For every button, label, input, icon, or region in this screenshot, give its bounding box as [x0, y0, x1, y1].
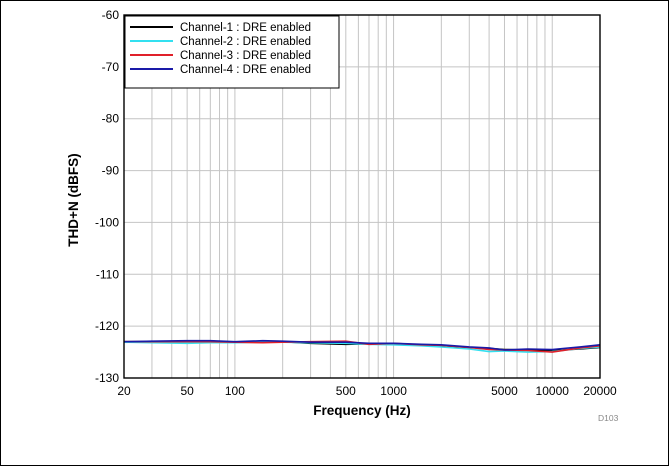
series-lines — [123, 339, 601, 353]
legend-label: Channel-4 : DRE enabled — [180, 64, 311, 76]
y-tick-labels: -60 -70 -80 -90 -100 -110 -120 -130 — [95, 8, 119, 385]
x-tick-label: 5000 — [491, 384, 518, 398]
y-axis-label: THD+N (dBFS) — [66, 153, 81, 246]
legend-label: Channel-3 : DRE enabled — [180, 50, 311, 62]
y-tick-label: -60 — [102, 8, 120, 22]
y-tick-label: -110 — [96, 267, 119, 281]
x-tick-label: 100 — [225, 384, 245, 398]
x-tick-label: 10000 — [536, 384, 570, 398]
legend: Channel-1 : DRE enabled Channel-2 : DRE e… — [124, 15, 340, 89]
x-tick-label: 500 — [336, 384, 356, 398]
x-tick-label: 20000 — [583, 384, 617, 398]
x-tick-label: 1000 — [380, 384, 407, 398]
x-tick-label: 20 — [117, 384, 131, 398]
y-tick-label: -90 — [102, 164, 120, 178]
y-tick-label: -120 — [95, 319, 119, 333]
y-tick-label: -80 — [102, 112, 120, 126]
x-tick-labels: 20 50 100 500 1000 5000 10000 20000 — [117, 384, 617, 398]
legend-label: Channel-2 : DRE enabled — [180, 36, 311, 48]
figure-id: D103 — [598, 413, 619, 423]
y-tick-label: -130 — [95, 371, 119, 385]
plot-border — [123, 14, 601, 379]
series-line — [123, 339, 601, 351]
y-tick-label: -70 — [102, 60, 120, 74]
legend-label: Channel-1 : DRE enabled — [180, 22, 311, 34]
y-tick-label: -100 — [95, 215, 119, 229]
x-axis-label: Frequency (Hz) — [313, 403, 411, 418]
x-tick-label: 50 — [180, 384, 194, 398]
